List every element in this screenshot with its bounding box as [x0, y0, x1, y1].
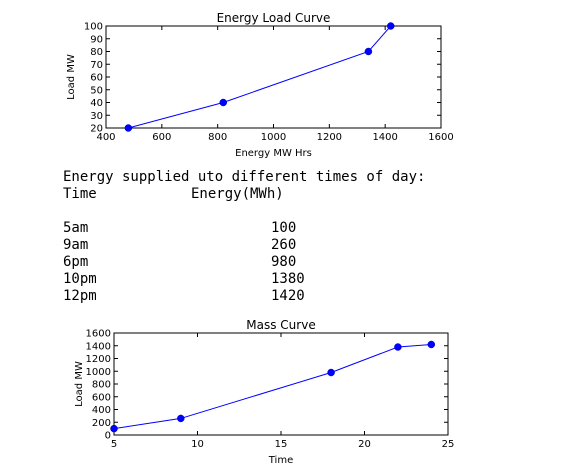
- data-point: [110, 424, 118, 433]
- x-tick-label: 1000: [261, 132, 286, 143]
- x-tick-label: 1400: [372, 132, 397, 143]
- row-energy: 1380: [271, 271, 305, 287]
- x-tick-label: 5: [111, 439, 117, 450]
- row-time: 9am: [63, 237, 89, 253]
- y-tick-label: 90: [90, 34, 103, 45]
- table-row: 9am 260: [63, 237, 425, 254]
- y-tick-label: 1600: [86, 329, 111, 340]
- column-header-energy: Energy(MWh): [191, 186, 284, 202]
- y-tick-label: 200: [92, 418, 111, 429]
- x-tick-label: 400: [96, 132, 115, 143]
- y-tick-label: 600: [92, 392, 111, 403]
- row-energy: 1420: [271, 288, 305, 304]
- energy-supplied-heading: Energy supplied uto different times of d…: [63, 169, 426, 185]
- y-tick-label: 1200: [86, 354, 111, 365]
- data-point: [394, 343, 402, 351]
- y-tick-label: 1000: [86, 367, 111, 378]
- x-tick-label: 10: [191, 439, 204, 450]
- x-tick-label: 600: [152, 132, 171, 143]
- energy-supplied-text: Energy supplied uto different times of d…: [63, 169, 425, 305]
- table-row: 6pm 980: [63, 254, 425, 271]
- row-time: 5am: [63, 220, 89, 236]
- column-header-time: Time: [63, 186, 97, 202]
- y-tick-label: 70: [90, 60, 103, 71]
- blank-line: [63, 203, 425, 220]
- y-tick-label: 100: [84, 22, 103, 33]
- y-tick-label: 80: [90, 47, 103, 58]
- data-point: [387, 22, 395, 30]
- y-tick-label: 20: [90, 124, 103, 135]
- x-tick-label: 1200: [317, 132, 342, 143]
- series-line: [113, 343, 432, 430]
- chart-title: Energy Load Curve: [217, 11, 331, 25]
- table-row: 10pm 1380: [63, 271, 425, 288]
- y-axis-label: Load MW: [66, 54, 77, 100]
- x-axis-label: Energy MW Hrs: [235, 148, 312, 159]
- y-tick-label: 30: [90, 111, 103, 122]
- y-tick-label: 800: [92, 380, 111, 391]
- row-time: 10pm: [63, 271, 97, 287]
- y-axis-label: Load MW: [74, 361, 85, 407]
- row-energy: 980: [271, 254, 297, 270]
- x-tick-label: 20: [358, 439, 371, 450]
- x-tick-label: 1600: [428, 132, 453, 143]
- row-time: 12pm: [63, 288, 97, 304]
- data-point: [124, 124, 133, 132]
- data-point: [427, 340, 436, 349]
- row-energy: 100: [271, 220, 297, 236]
- table-header-row: Time Energy(MWh): [63, 186, 425, 203]
- plot-frame: [105, 25, 442, 129]
- data-point: [364, 47, 373, 56]
- y-tick-label: 0: [105, 431, 111, 442]
- y-tick-label: 400: [92, 405, 111, 416]
- y-tick-label: 1400: [86, 341, 111, 352]
- x-tick-label: 25: [442, 439, 455, 450]
- x-tick-label: 15: [275, 439, 288, 450]
- y-tick-label: 60: [90, 73, 103, 84]
- row-time: 6pm: [63, 254, 89, 270]
- data-point: [177, 414, 185, 423]
- series-line: [128, 25, 392, 129]
- x-axis-label: Time: [268, 455, 293, 466]
- y-tick-label: 40: [90, 98, 103, 109]
- table-row: 5am 100: [63, 220, 425, 237]
- data-point: [219, 98, 227, 107]
- row-energy: 260: [271, 237, 297, 253]
- x-tick-label: 800: [208, 132, 227, 143]
- data-point: [327, 368, 335, 377]
- y-tick-label: 50: [90, 85, 103, 96]
- chart-title: Mass Curve: [246, 318, 315, 332]
- energy-load-curve-chart: Energy Load Curve 400 600 800 1000 1200 1400 16…: [66, 11, 454, 159]
- table-row: 12pm 1420: [63, 288, 425, 305]
